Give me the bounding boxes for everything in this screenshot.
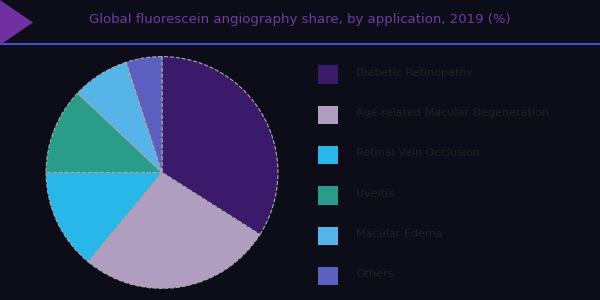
- Text: Diabetic Retinopathy: Diabetic Retinopathy: [356, 68, 473, 78]
- Text: Global fluorescein angiography share, by application, 2019 (%): Global fluorescein angiography share, by…: [89, 13, 511, 26]
- Wedge shape: [46, 93, 162, 172]
- Bar: [317, 226, 338, 245]
- Wedge shape: [77, 62, 162, 172]
- Text: Uveitis: Uveitis: [356, 189, 394, 199]
- Bar: [317, 65, 338, 84]
- Text: Age-related Macular Degeneration: Age-related Macular Degeneration: [356, 108, 549, 118]
- Wedge shape: [88, 172, 260, 288]
- Bar: [317, 106, 338, 124]
- Wedge shape: [46, 172, 162, 262]
- Bar: [317, 186, 338, 205]
- Bar: [317, 146, 338, 164]
- Wedge shape: [162, 57, 278, 235]
- Wedge shape: [126, 57, 162, 172]
- Text: Retinal Vein Occlusion: Retinal Vein Occlusion: [356, 148, 480, 158]
- Text: Macular Edema: Macular Edema: [356, 229, 443, 239]
- Text: Others: Others: [356, 269, 394, 279]
- Bar: [317, 267, 338, 285]
